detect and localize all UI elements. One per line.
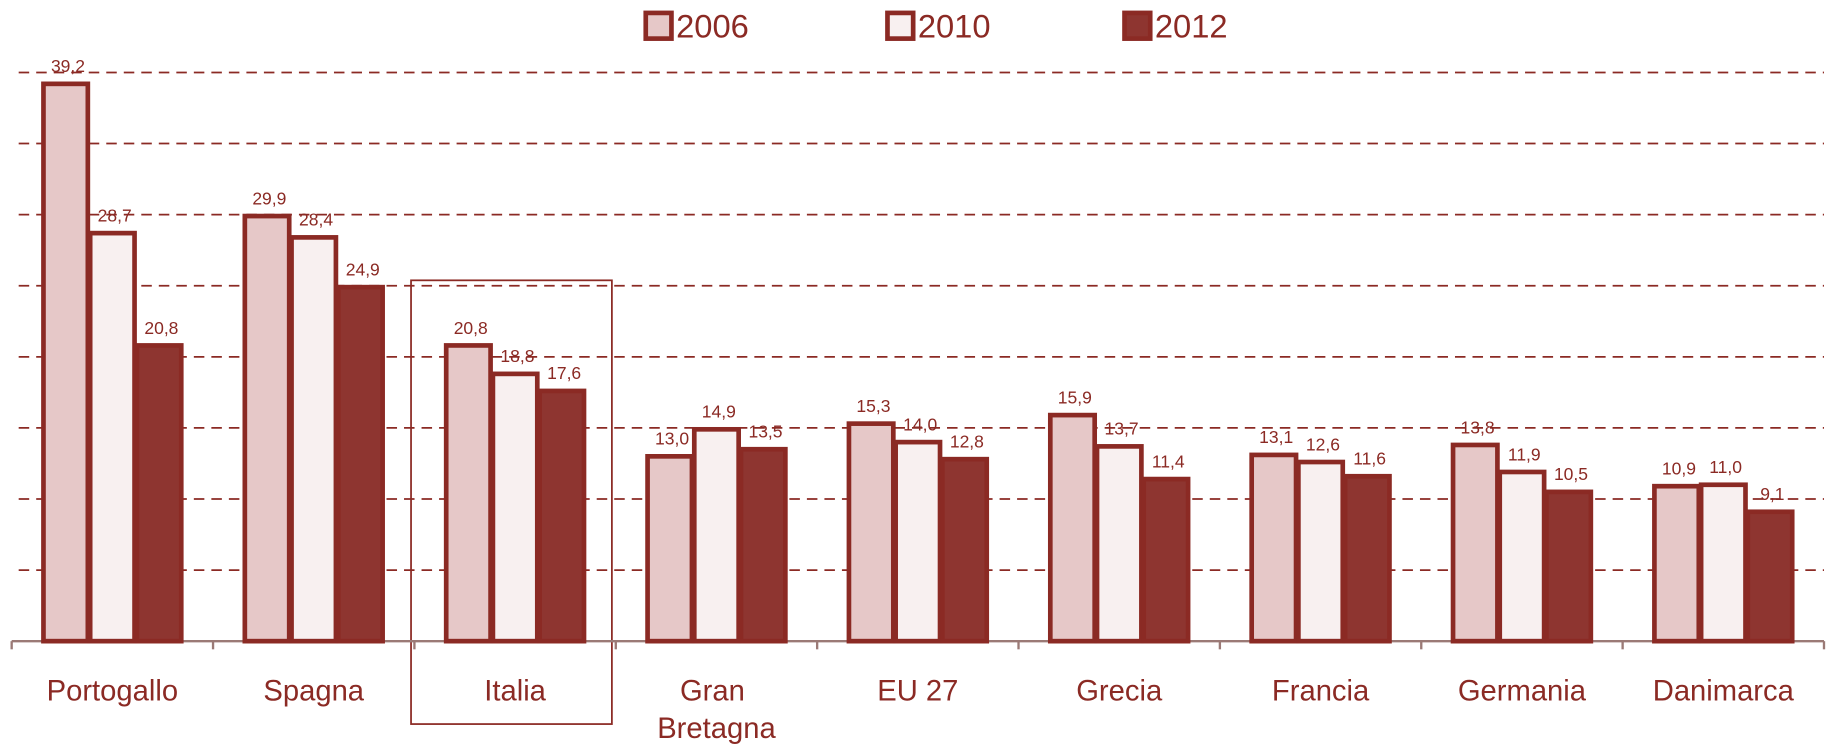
x-tick-label: Danimarca [1653, 676, 1795, 708]
bar [537, 388, 587, 644]
data-label: 15,3 [856, 396, 890, 416]
x-tick-label: Gran Bretagna [657, 676, 776, 745]
bar [134, 343, 184, 644]
legend-swatch [885, 10, 916, 41]
bar [1094, 444, 1144, 644]
x-tick-label: Germania [1458, 676, 1587, 708]
bar [940, 456, 990, 644]
legend-label: 2006 [676, 7, 749, 44]
bar [1249, 452, 1299, 644]
bar [691, 426, 741, 644]
bar [1745, 509, 1795, 644]
bar [1296, 459, 1346, 644]
data-label: 18,8 [500, 346, 534, 366]
data-label: 13,0 [655, 429, 689, 449]
bar [443, 343, 493, 644]
data-label: 13,1 [1259, 427, 1293, 447]
data-label: 13,5 [748, 422, 782, 442]
x-tick-label: Italia [484, 676, 546, 708]
data-label: 9,1 [1760, 484, 1784, 504]
legend-label: 2012 [1155, 7, 1228, 44]
x-tick-label: Francia [1272, 676, 1370, 708]
data-label: 29,9 [252, 188, 286, 208]
x-tick-label: Spagna [263, 676, 364, 708]
data-label: 28,7 [98, 205, 132, 225]
bar [1652, 483, 1702, 644]
data-label: 20,8 [454, 318, 488, 338]
data-label: 14,9 [702, 402, 736, 422]
legend-label: 2010 [918, 7, 991, 44]
bar [846, 421, 896, 644]
bar [1047, 412, 1098, 644]
bar [289, 235, 339, 644]
bar [1497, 469, 1547, 644]
bar [335, 284, 385, 644]
data-label: 10,9 [1662, 459, 1696, 479]
legend-swatch [643, 10, 674, 41]
data-label: 17,6 [547, 363, 581, 383]
highlight-box [410, 279, 613, 725]
data-label: 12,6 [1306, 434, 1340, 454]
data-label: 14,0 [903, 414, 937, 434]
bar [1544, 489, 1594, 644]
data-label: 15,9 [1058, 387, 1092, 407]
data-label: 11,0 [1709, 457, 1742, 477]
data-label: 11,9 [1508, 444, 1541, 464]
bar [1450, 442, 1500, 644]
x-tick-label: Grecia [1076, 676, 1163, 708]
data-label: 13,8 [1461, 417, 1495, 437]
bar [87, 230, 137, 644]
data-label: 10,5 [1554, 464, 1588, 484]
bar [490, 371, 540, 644]
bar [1342, 473, 1392, 644]
data-label: 24,9 [346, 259, 380, 279]
bar [242, 213, 292, 644]
x-tick-label: EU 27 [877, 676, 958, 708]
data-label: 11,4 [1152, 451, 1185, 471]
data-label: 28,4 [299, 210, 333, 230]
data-label: 13,7 [1105, 419, 1139, 439]
data-label: 11,6 [1353, 449, 1386, 469]
data-label: 20,8 [144, 318, 178, 338]
bar [41, 81, 91, 644]
bar [738, 446, 788, 644]
data-label: 12,8 [950, 432, 984, 452]
bar [893, 439, 943, 644]
x-tick-label: Portogallo [47, 676, 178, 708]
bar [1141, 476, 1191, 644]
bar [1698, 482, 1748, 644]
bar [645, 454, 695, 644]
data-label: 39,2 [51, 56, 85, 76]
legend-swatch [1122, 10, 1153, 41]
